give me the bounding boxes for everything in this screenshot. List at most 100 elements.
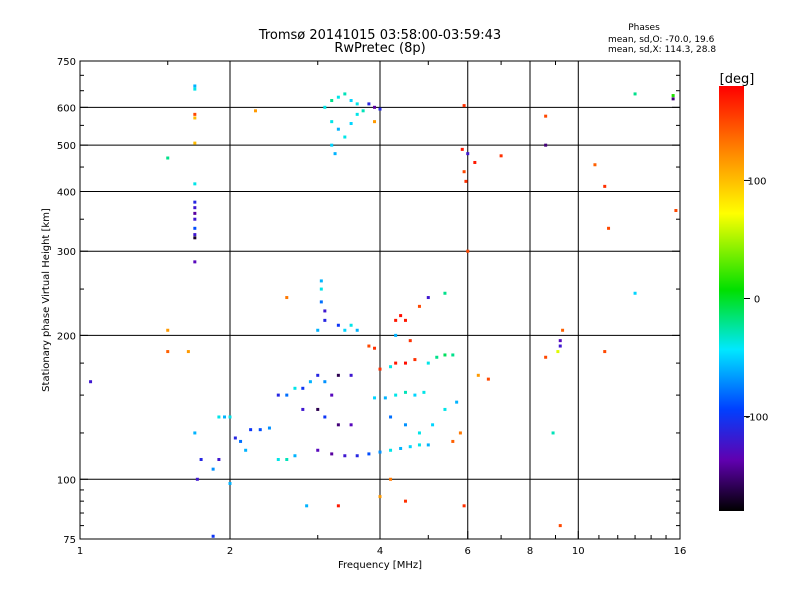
data-point xyxy=(308,380,312,384)
data-point xyxy=(408,339,412,343)
data-point xyxy=(383,396,387,400)
data-point xyxy=(343,454,347,458)
x-tick-label: 6 xyxy=(465,546,471,557)
data-point xyxy=(228,415,232,419)
data-point xyxy=(499,154,503,158)
data-point xyxy=(319,279,323,283)
data-point xyxy=(633,291,637,295)
x-axis-label: Frequency [MHz] xyxy=(338,560,422,571)
data-point xyxy=(607,226,611,230)
data-point xyxy=(431,423,435,427)
data-point xyxy=(355,112,359,116)
data-point xyxy=(193,233,197,237)
data-point xyxy=(186,350,190,354)
phase-colorbar: [deg] 100 0 -100 xyxy=(719,72,768,511)
data-point xyxy=(316,373,320,377)
data-point xyxy=(417,304,421,308)
data-point xyxy=(403,361,407,365)
data-point xyxy=(426,296,430,300)
data-point xyxy=(408,445,412,449)
y-tick-label: 500 xyxy=(57,141,76,152)
data-point xyxy=(399,314,403,318)
grid-lines xyxy=(80,61,680,539)
data-point xyxy=(267,426,271,430)
data-point xyxy=(193,200,197,204)
data-point xyxy=(389,477,393,481)
data-point xyxy=(305,504,309,508)
data-point xyxy=(558,339,562,343)
data-point xyxy=(462,104,466,108)
data-point xyxy=(336,504,340,508)
data-point xyxy=(422,390,426,394)
data-point xyxy=(462,170,466,174)
data-point xyxy=(378,495,382,499)
data-point xyxy=(316,407,320,411)
data-point xyxy=(443,291,447,295)
data-point xyxy=(343,328,347,332)
data-point xyxy=(239,439,243,443)
data-point xyxy=(336,423,340,427)
x-tick-label: 8 xyxy=(527,546,533,557)
data-point xyxy=(330,143,334,147)
data-point xyxy=(349,99,353,103)
data-point xyxy=(367,102,371,106)
data-point xyxy=(193,236,197,240)
data-point xyxy=(193,260,197,264)
data-point xyxy=(426,361,430,365)
x-tick-label: 1 xyxy=(77,546,83,557)
data-point xyxy=(455,400,459,404)
data-point xyxy=(413,358,417,362)
data-point xyxy=(228,481,232,485)
data-point xyxy=(403,499,407,503)
data-point xyxy=(373,120,377,124)
data-point xyxy=(466,152,470,156)
data-point xyxy=(301,407,305,411)
data-point xyxy=(417,443,421,447)
data-point xyxy=(389,448,393,452)
y-axis-label: Stationary phase Virtual Height [km] xyxy=(41,208,52,392)
data-point xyxy=(323,309,327,313)
data-point xyxy=(389,415,393,419)
data-point xyxy=(336,373,340,377)
data-point xyxy=(633,92,637,96)
data-point xyxy=(193,116,197,120)
data-point xyxy=(394,361,398,365)
data-point xyxy=(330,120,334,124)
data-point xyxy=(426,443,430,447)
data-point xyxy=(323,318,327,322)
data-point xyxy=(394,393,398,397)
data-point xyxy=(217,415,221,419)
data-point xyxy=(378,367,382,371)
data-point xyxy=(193,217,197,221)
data-point xyxy=(458,431,462,435)
x-tick-label: 4 xyxy=(377,546,383,557)
data-point xyxy=(233,436,237,440)
data-point xyxy=(544,114,548,118)
data-point xyxy=(551,431,555,435)
data-point xyxy=(316,328,320,332)
data-point xyxy=(403,390,407,394)
x-tick-label: 2 xyxy=(227,546,233,557)
colorbar-tick-label: 0 xyxy=(754,295,760,306)
data-point xyxy=(166,328,170,332)
data-point xyxy=(355,454,359,458)
data-point xyxy=(593,163,597,167)
x-tick-label: 16 xyxy=(674,546,687,557)
data-point xyxy=(451,353,455,357)
data-point xyxy=(403,423,407,427)
phases-x-mode: mean, sd,X: 114.3, 28.8 xyxy=(608,45,716,55)
data-point xyxy=(349,423,353,427)
data-point xyxy=(544,143,548,147)
data-point xyxy=(244,448,248,452)
data-point xyxy=(460,147,464,151)
data-point xyxy=(603,350,607,354)
data-point xyxy=(319,287,323,291)
data-point xyxy=(355,102,359,106)
data-point xyxy=(301,386,305,390)
data-point xyxy=(464,179,468,183)
colorbar-tick-label: 100 xyxy=(747,176,766,187)
data-point xyxy=(195,477,199,481)
chart-subtitle: RwPretec (8p) xyxy=(334,41,425,56)
phases-heading: Phases xyxy=(628,23,660,33)
y-tick-label: 600 xyxy=(57,103,76,114)
